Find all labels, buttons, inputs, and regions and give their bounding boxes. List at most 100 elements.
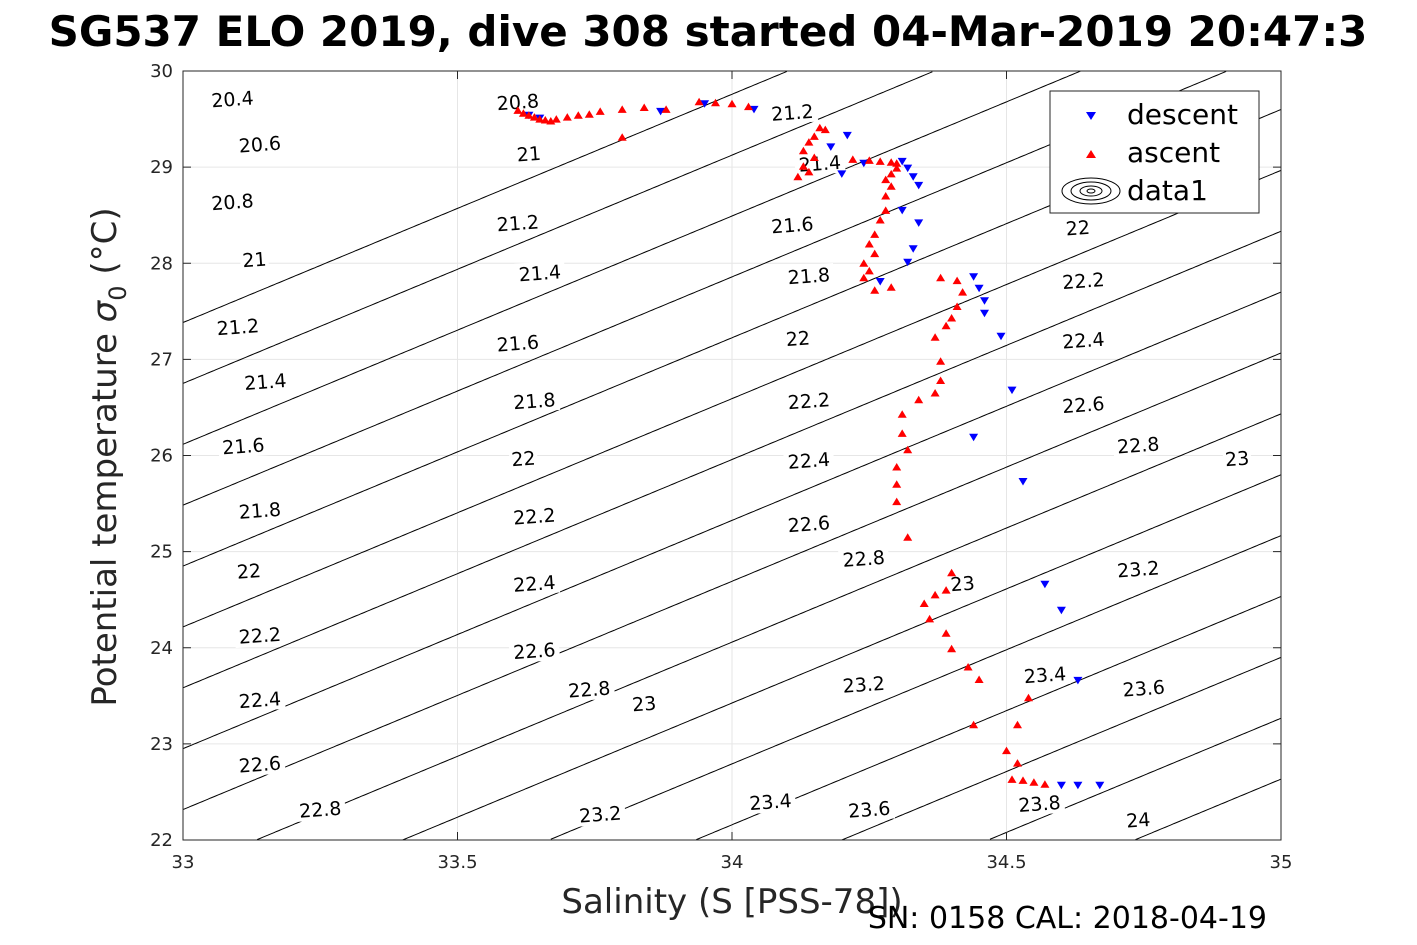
chart-title: SG537 ELO 2019, dive 308 started 04-Mar-… [49,7,1368,56]
ascent-point [540,116,550,124]
ascent-point [1040,780,1050,788]
contour-label-bg [508,570,561,597]
contour-label-bg [629,691,659,716]
contour-label: 23.2 [842,673,886,698]
legend: descent ascent data1 [1049,90,1260,214]
ascent-point [930,389,940,397]
x-tick-label: 35 [1270,852,1293,873]
contour-label-bg [234,686,286,713]
isopycnal-line [182,70,788,323]
y-axis-label-symbol: σ [85,299,125,322]
contour-label: 22 [511,448,537,472]
ascent-series [513,97,1050,788]
contour-label: 22.2 [1062,269,1106,294]
contour-label: 20.4 [211,87,255,112]
ascent-point [936,357,946,365]
ascent-point [524,111,534,119]
contour-label: 22.2 [513,505,557,530]
ascent-point [936,376,946,384]
ascent-point [875,157,885,165]
isopycnal-line [182,352,1282,811]
ascent-point [1013,759,1022,767]
ascent-point [903,445,913,454]
ascent-point [930,590,940,599]
ascent-point [798,162,808,170]
ascent-point [947,568,957,577]
descent-point [749,105,759,114]
ascent-point [870,230,880,238]
contour-label-bg [514,260,566,286]
isopycnal-line [182,70,1081,445]
contour-label: 21.2 [771,101,815,126]
descent-point [875,278,885,286]
descent-point [1095,781,1105,790]
isopycnal-line [182,71,933,384]
ascent-point [809,132,819,140]
isopycnal-line [841,656,1282,841]
contour-label: 23.2 [578,803,622,828]
ascent-point [925,614,935,623]
isopycnal-line [989,717,1282,840]
descent-point [1018,478,1028,486]
contour-label-bg [206,86,259,112]
ascent-point [546,117,556,125]
ascent-point [617,133,627,141]
ascent-point [573,111,583,119]
contour-label-bg [1063,215,1093,240]
contour-label-bg [234,131,286,157]
ascent-point [892,164,902,172]
ascent-point [941,321,951,330]
ascent-point [1029,778,1039,786]
ascent-point [870,249,880,258]
ascent-point [870,286,880,294]
contour-label: 21.4 [518,261,562,286]
y-axis-label-main: Potential temperature [85,322,125,706]
contour-label: 21.2 [496,211,540,236]
contour-label-bg [234,622,286,649]
contour-label-bg [766,211,819,238]
contour-label-bg [492,88,544,115]
descent-point [837,170,847,178]
contour-label-bg [514,141,544,166]
ascent-point [859,259,869,267]
ascent-point [930,333,940,341]
legend-ascent-marker [1086,150,1096,158]
contour-label: 24 [1125,809,1151,833]
ascent-point [919,599,929,607]
ascent-point [804,167,814,176]
descent-point [980,309,989,318]
ascent-point [595,107,605,115]
contour-label: 21.8 [513,389,557,414]
contour-label: 21.4 [244,370,288,395]
contour-label-bg [234,751,286,777]
ascent-point [617,105,627,113]
ascent-point [661,105,671,113]
isopycnal-line [256,413,1282,841]
ascent-point [727,99,737,108]
contour-label: 21 [242,249,268,273]
ascent-point [974,675,984,683]
contour-label: 23.6 [847,798,891,823]
ascent-point [584,110,594,118]
contour-label-bg [234,497,286,524]
contour-label-bg [492,330,544,356]
contour-label: 22 [236,560,262,584]
ascent-point [892,480,902,488]
contour-label-bg [1112,432,1165,458]
contour-label-bg [766,99,819,126]
contour-label: 22.8 [842,547,886,572]
y-tick-label: 29 [150,157,173,178]
contour-label: 20.8 [211,190,255,215]
y-tick-label: 28 [150,253,173,274]
ascent-point [875,216,885,224]
isopycnal-line [402,474,1282,841]
descent-point [1040,580,1050,589]
descent-point [980,297,989,305]
descent-point [1073,781,1083,790]
isopycnal-line [182,169,1282,628]
ascent-point [815,123,825,132]
contour-label-bg [947,571,978,596]
ascent-point [1018,776,1028,784]
ascent-point [518,109,528,117]
